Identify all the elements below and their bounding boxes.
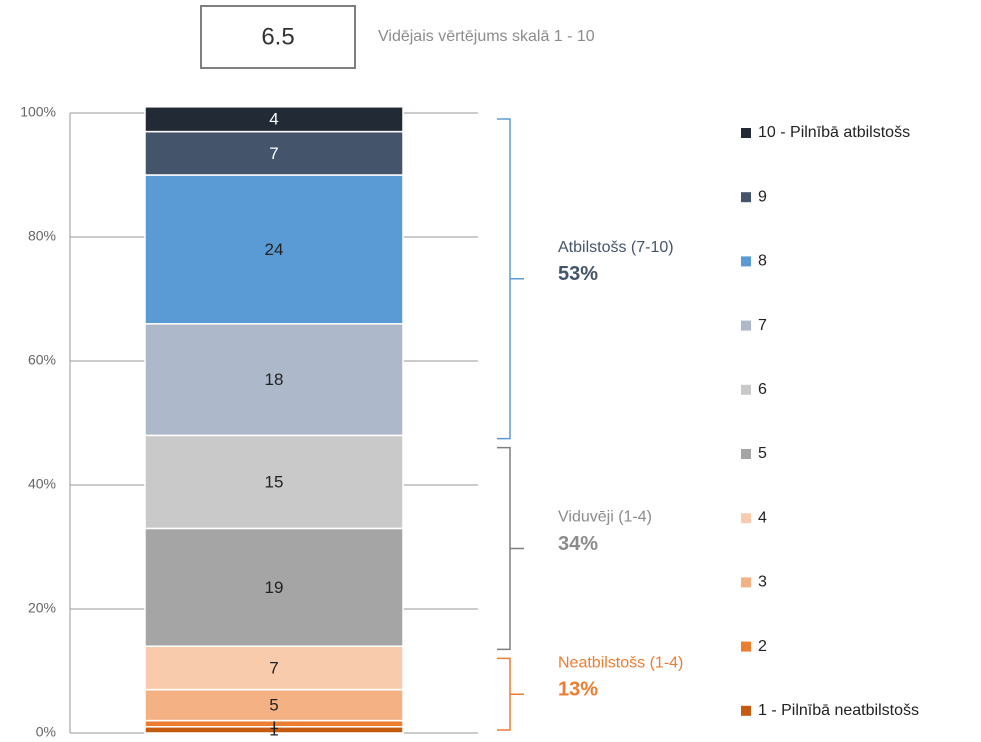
legend-label: 7 — [758, 317, 767, 334]
group-bracket — [497, 657, 524, 731]
group-label: Viduvēji (1-4) — [558, 509, 652, 526]
y-tick-label: 100% — [20, 104, 56, 120]
group-bracket — [497, 118, 524, 440]
bar-segment — [144, 688, 404, 722]
legend-label: 1 - Pilnībā neatbilstošs — [758, 702, 919, 719]
group-label: Atbilstošs (7-10) — [558, 239, 674, 256]
legend-label: 8 — [758, 253, 767, 270]
y-tick-label: 60% — [28, 352, 56, 368]
group-label: Neatbilstošs (1-4) — [558, 654, 683, 671]
legend-swatch — [741, 192, 751, 203]
data-label: 24 — [265, 240, 284, 259]
data-label: 1 — [269, 714, 278, 733]
legend-swatch — [741, 256, 751, 267]
data-label: 18 — [265, 370, 284, 389]
y-tick-label: 20% — [28, 600, 56, 616]
legend-label: 3 — [758, 574, 767, 591]
y-tick-label: 80% — [28, 228, 56, 244]
data-label: 5 — [269, 696, 278, 715]
bar-segment — [144, 645, 404, 691]
bar-segment — [144, 527, 404, 647]
legend-swatch — [741, 513, 751, 524]
score-box — [200, 5, 356, 69]
legend-swatch — [741, 384, 751, 395]
legend-swatch — [741, 449, 751, 459]
legend-label: 2 — [758, 638, 767, 655]
group-value: 53% — [558, 263, 598, 285]
data-label: 7 — [269, 144, 278, 163]
group-value: 13% — [558, 678, 598, 700]
legend-label: 9 — [758, 188, 767, 205]
data-label: 1 — [269, 720, 278, 739]
score-caption: Vidējais vērtējums skalā 1 - 10 — [378, 28, 595, 45]
y-tick-label: 40% — [28, 476, 56, 492]
legend-swatch — [741, 705, 751, 716]
data-label: 4 — [269, 110, 278, 129]
group-value: 34% — [558, 533, 598, 555]
group-bracket — [497, 446, 524, 651]
score: 6.5 — [261, 23, 294, 50]
legend-label: 10 - Pilnībā atbilstošs — [758, 124, 910, 141]
legend-label: 6 — [758, 381, 767, 398]
bar-segment — [144, 174, 404, 325]
bar-segment — [144, 434, 404, 530]
legend-swatch — [741, 320, 751, 331]
legend-label: 4 — [758, 509, 767, 526]
data-label: 19 — [265, 578, 284, 597]
bar-segment — [144, 106, 404, 133]
legend-swatch — [741, 577, 751, 588]
y-tick-label: 0% — [36, 724, 56, 740]
data-label: 7 — [269, 658, 278, 677]
legend-swatch — [741, 641, 751, 652]
legend-label: 5 — [758, 445, 767, 462]
data-label: 15 — [265, 472, 284, 491]
legend-swatch — [741, 128, 751, 138]
